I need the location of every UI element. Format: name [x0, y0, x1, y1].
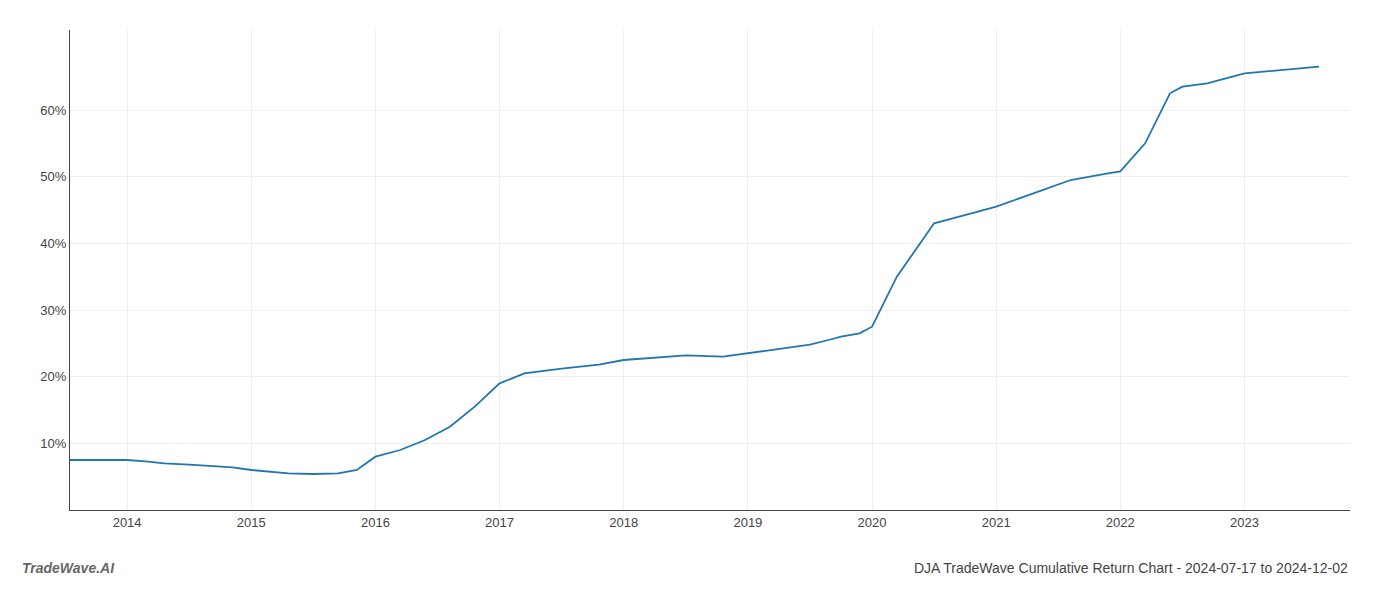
svg-text:2022: 2022	[1106, 515, 1135, 530]
svg-text:2018: 2018	[609, 515, 638, 530]
svg-text:2021: 2021	[982, 515, 1011, 530]
svg-text:40%: 40%	[40, 236, 66, 251]
svg-text:TradeWave.AI: TradeWave.AI	[22, 560, 115, 576]
svg-text:50%: 50%	[40, 169, 66, 184]
svg-text:2015: 2015	[237, 515, 266, 530]
svg-text:2017: 2017	[485, 515, 514, 530]
svg-text:2020: 2020	[858, 515, 887, 530]
svg-text:2016: 2016	[361, 515, 390, 530]
svg-text:10%: 10%	[40, 436, 66, 451]
svg-text:2019: 2019	[733, 515, 762, 530]
svg-text:60%: 60%	[40, 103, 66, 118]
svg-text:20%: 20%	[40, 369, 66, 384]
svg-text:30%: 30%	[40, 303, 66, 318]
svg-text:2023: 2023	[1230, 515, 1259, 530]
svg-text:2014: 2014	[113, 515, 142, 530]
svg-text:DJA TradeWave Cumulative Retur: DJA TradeWave Cumulative Return Chart - …	[914, 560, 1348, 576]
